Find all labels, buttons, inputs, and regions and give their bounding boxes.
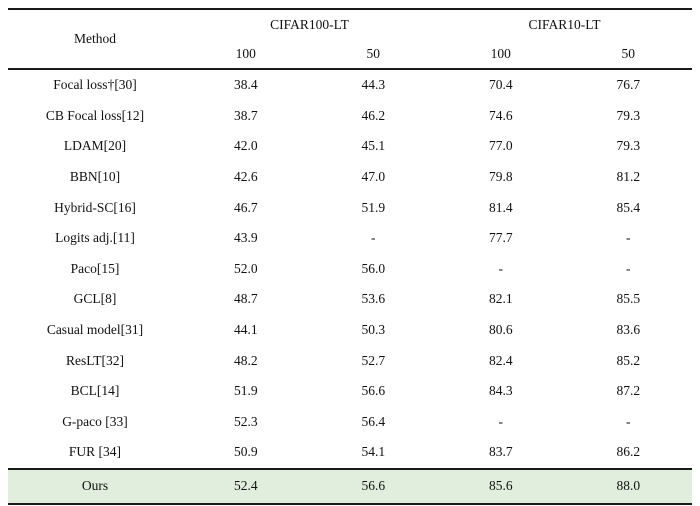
value-cell: 85.5 bbox=[616, 291, 641, 307]
value-cell: 85.4 bbox=[616, 199, 641, 215]
value-cell: 80.6 bbox=[488, 322, 513, 338]
results-table: Method CIFAR100-LT CIFAR10-LT 100 50 100… bbox=[8, 8, 693, 505]
value-cell: 83.6 bbox=[616, 322, 641, 338]
method-cell: ResLT[32] bbox=[66, 352, 124, 368]
table-row: Logits adj.[11] 43.9 - 77.7 - bbox=[8, 223, 692, 254]
value-cell: 44.1 bbox=[233, 322, 258, 338]
value-cell: 87.2 bbox=[616, 383, 641, 399]
value-cell: 38.4 bbox=[233, 77, 258, 93]
value-cell: 52.7 bbox=[361, 352, 386, 368]
table-row: CB Focal loss[12] 38.7 46.2 74.6 79.3 bbox=[8, 101, 692, 132]
group-header-cifar100-lt: CIFAR100-LT bbox=[270, 16, 349, 32]
value-cell: 51.9 bbox=[361, 199, 386, 215]
value-cell: 47.0 bbox=[361, 169, 386, 185]
value-cell: 42.0 bbox=[233, 138, 258, 154]
value-cell: - bbox=[498, 260, 504, 276]
group-header-cifar10-lt: CIFAR10-LT bbox=[528, 16, 601, 32]
subcolumn-header-cifar10-100: 100 bbox=[490, 45, 511, 61]
method-cell: Focal loss†[30] bbox=[53, 77, 137, 93]
value-cell: 46.7 bbox=[233, 199, 258, 215]
value-cell: 51.9 bbox=[233, 383, 258, 399]
value-cell: - bbox=[498, 413, 504, 429]
table-row: G-paco [33] 52.3 56.4 - - bbox=[8, 407, 692, 438]
value-cell: 77.0 bbox=[488, 138, 513, 154]
value-cell: 56.0 bbox=[361, 260, 386, 276]
value-cell: 81.4 bbox=[488, 199, 513, 215]
value-cell: - bbox=[626, 230, 631, 246]
subcolumn-header-cifar100-50: 50 bbox=[366, 45, 381, 61]
value-cell: 76.7 bbox=[616, 77, 641, 93]
value-cell: 83.7 bbox=[488, 444, 513, 460]
value-cell: 52.3 bbox=[233, 413, 258, 429]
value-cell: 54.1 bbox=[361, 444, 386, 460]
value-cell: 84.3 bbox=[488, 383, 513, 399]
table-row: BCL[14] 51.9 56.6 84.3 87.2 bbox=[8, 376, 692, 407]
table-body: Focal loss†[30] 38.4 44.3 70.4 76.7 CB Focal … bbox=[8, 69, 693, 504]
value-cell: 86.2 bbox=[616, 444, 641, 460]
value-cell: 48.7 bbox=[233, 291, 258, 307]
method-cell: FUR [34] bbox=[68, 444, 122, 460]
subcolumn-header-cifar10-50: 50 bbox=[621, 45, 636, 61]
method-cell: Hybrid-SC[16] bbox=[54, 199, 136, 215]
method-cell: Logits adj.[11] bbox=[55, 230, 135, 246]
value-cell: 79.3 bbox=[616, 107, 641, 123]
method-cell: BBN[10] bbox=[69, 169, 121, 185]
method-cell: Ours bbox=[81, 478, 109, 494]
method-cell: Paco[15] bbox=[70, 260, 120, 276]
value-cell: 52.4 bbox=[233, 478, 258, 494]
header-sub-row: 100 50 100 50 bbox=[8, 39, 692, 69]
value-cell: 85.2 bbox=[616, 352, 641, 368]
value-cell: - bbox=[371, 230, 376, 246]
subcolumn-header-cifar100-100: 100 bbox=[235, 45, 256, 61]
table-row: Casual model[31] 44.1 50.3 80.6 83.6 bbox=[8, 315, 692, 346]
value-cell: 50.9 bbox=[233, 444, 258, 460]
method-cell: Casual model[31] bbox=[46, 322, 144, 338]
table-row: ResLT[32] 48.2 52.7 82.4 85.2 bbox=[8, 345, 692, 376]
value-cell: 42.6 bbox=[233, 169, 258, 185]
method-column-header: Method bbox=[74, 31, 116, 46]
value-cell: 74.6 bbox=[488, 107, 513, 123]
value-cell: 44.3 bbox=[361, 77, 386, 93]
value-cell: 77.7 bbox=[488, 230, 513, 246]
table-row: BBN[10] 42.6 47.0 79.8 81.2 bbox=[8, 162, 692, 193]
value-cell: - bbox=[626, 413, 631, 429]
value-cell: 56.6 bbox=[361, 478, 386, 494]
value-cell: 46.2 bbox=[361, 107, 386, 123]
value-cell: 88.0 bbox=[616, 478, 641, 494]
value-cell: 56.6 bbox=[361, 383, 386, 399]
value-cell: 81.2 bbox=[616, 169, 641, 185]
value-cell: 82.4 bbox=[488, 352, 513, 368]
value-cell: 85.6 bbox=[488, 478, 513, 494]
table-row: LDAM[20] 42.0 45.1 77.0 79.3 bbox=[8, 131, 692, 162]
method-cell: BCL[14] bbox=[70, 383, 120, 399]
table-row: Paco[15] 52.0 56.0 - - bbox=[8, 254, 692, 285]
value-cell: 38.7 bbox=[233, 107, 258, 123]
value-cell: 56.4 bbox=[361, 413, 386, 429]
method-cell: LDAM[20] bbox=[63, 138, 127, 154]
value-cell: 52.0 bbox=[233, 260, 258, 276]
table-header: Method CIFAR100-LT CIFAR10-LT 100 50 100… bbox=[8, 9, 693, 69]
value-cell: 70.4 bbox=[488, 77, 513, 93]
value-cell: 53.6 bbox=[361, 291, 386, 307]
value-cell: 79.3 bbox=[616, 138, 641, 154]
table-row: GCL[8] 48.7 53.6 82.1 85.5 bbox=[8, 284, 692, 315]
table-row: Focal loss†[30] 38.4 44.3 70.4 76.7 bbox=[8, 69, 692, 101]
table-row: FUR [34] 50.9 54.1 83.7 86.2 bbox=[8, 437, 692, 469]
method-cell: G-paco [33] bbox=[62, 413, 128, 429]
value-cell: 45.1 bbox=[361, 138, 386, 154]
value-cell: 43.9 bbox=[233, 230, 258, 246]
method-cell: CB Focal loss[12] bbox=[45, 107, 145, 123]
value-cell: 82.1 bbox=[488, 291, 513, 307]
value-cell: - bbox=[626, 260, 631, 276]
highlight-row-ours: Ours 52.4 56.6 85.6 88.0 bbox=[8, 468, 693, 504]
value-cell: 50.3 bbox=[361, 322, 386, 338]
value-cell: 79.8 bbox=[488, 169, 513, 185]
table-row: Hybrid-SC[16] 46.7 51.9 81.4 85.4 bbox=[8, 192, 692, 223]
value-cell: 48.2 bbox=[233, 352, 258, 368]
header-group-row: Method CIFAR100-LT CIFAR10-LT bbox=[8, 9, 692, 47]
method-cell: GCL[8] bbox=[73, 291, 117, 307]
